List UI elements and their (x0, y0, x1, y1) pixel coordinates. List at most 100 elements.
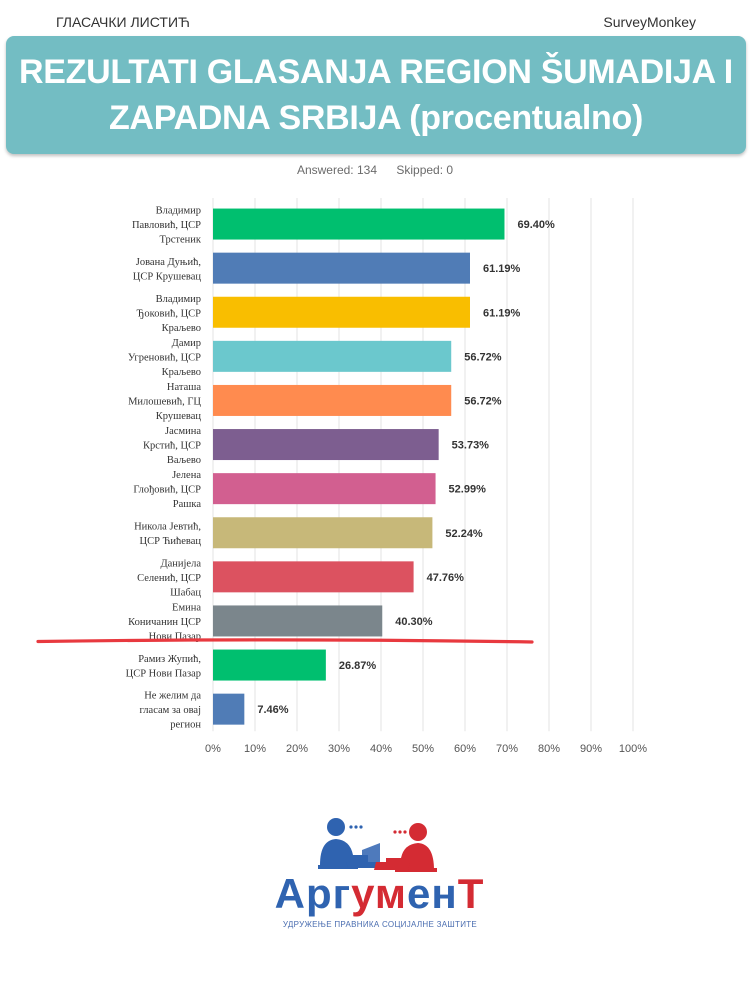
logo-word-part: Т (457, 870, 485, 917)
category-label-line: Емина (172, 602, 201, 613)
category-label-line: Данијела (160, 558, 201, 569)
category-label: Наташа Милошевић, ГЦ Крушевац (128, 382, 201, 422)
category-label-line: Милошевић, ГЦ (128, 396, 201, 407)
bar (213, 208, 505, 240)
category-label: Дамир Угреновић, ЦСР Краљево (128, 338, 201, 378)
category-label-line: ЦСР Нови Пазар (126, 668, 201, 679)
category-label-line: Ђоковић, ЦСР (137, 308, 202, 319)
category-label-line: Краљево (162, 367, 201, 378)
bar-value-label: 47.76% (427, 572, 465, 584)
category-label: Не желим да гласам за овај регион (140, 691, 202, 731)
category-label-line: Јована Дуњић, (136, 257, 201, 268)
category-label: Никола Јевтић, ЦСР Ћићевац (134, 522, 201, 548)
x-tick-label: 90% (580, 743, 602, 755)
category-label: Јелена Глођовић, ЦСР Рашка (133, 470, 201, 510)
category-label-line: регион (170, 720, 201, 731)
x-tick-label: 80% (538, 743, 560, 755)
bar (213, 340, 452, 372)
bar-value-label: 69.40% (517, 219, 555, 231)
category-label-line: ЦСР Крушевац (133, 271, 202, 282)
category-label-line: Ваљево (167, 455, 201, 466)
category-label: Владимир Ђоковић, ЦСР Краљево (137, 294, 202, 334)
bar (213, 649, 326, 681)
bar-value-label: 56.72% (464, 351, 502, 363)
bar (213, 384, 452, 416)
category-label-line: Рашка (173, 499, 202, 510)
category-label: Емина Коничанин ЦСР Нови Пазар (128, 602, 201, 642)
bar-value-label: 61.19% (483, 307, 521, 319)
x-tick-label: 70% (496, 743, 518, 755)
bar-value-label: 7.46% (257, 704, 288, 716)
category-label-line: ЦСР Ћићевац (140, 536, 202, 547)
logo-wordmark: АргуменТ (252, 870, 507, 918)
argument-logo-icon (318, 818, 437, 872)
category-label-line: Рамиз Жупић, (138, 654, 201, 665)
ballot-label: ГЛАСАЧКИ ЛИСТИЋ (56, 14, 190, 30)
x-tick-label: 20% (286, 743, 308, 755)
banner-title-line1: REZULTATI GLASANJA REGION ŠUMADIJA I (19, 53, 733, 91)
bar-value-label: 53.73% (452, 440, 490, 452)
category-label-line: Владимир (156, 206, 201, 217)
category-label-line: Владимир (156, 294, 201, 305)
x-tick-label: 10% (244, 743, 266, 755)
response-stats: Answered: 134 Skipped: 0 (0, 163, 750, 177)
category-label-line: Павловић, ЦСР (132, 220, 201, 231)
answered-count: Answered: 134 (296, 163, 377, 177)
banner-title: REZULTATI GLASANJA REGION ŠUMADIJA I ZAP… (7, 49, 745, 141)
bar (213, 473, 436, 505)
category-label-line: Никола Јевтић, (134, 522, 201, 533)
category-label-line: Краљево (162, 323, 201, 334)
category-label-line: Селенић, ЦСР (137, 573, 201, 584)
blue-person-icon (318, 818, 368, 869)
x-tick-label: 50% (412, 743, 434, 755)
skipped-count: Skipped: 0 (396, 163, 454, 177)
logo-word-part: Арг (274, 870, 352, 917)
category-label: Јасмина Крстић, ЦСР Ваљево (143, 426, 201, 466)
surveymonkey-label: SurveyMonkey (603, 14, 696, 30)
bar-value-label: 52.99% (449, 484, 487, 496)
bar-value-label: 26.87% (339, 660, 377, 672)
category-label-line: Коничанин ЦСР (128, 617, 201, 628)
bar (213, 429, 439, 461)
logo-word-part: ум (351, 870, 407, 917)
bar-value-label: 52.24% (445, 528, 483, 540)
bar (213, 252, 470, 284)
x-tick-label: 0% (205, 743, 221, 755)
category-label-line: Наташа (167, 382, 201, 393)
bar (213, 561, 414, 593)
category-label-line: Крушевац (156, 411, 202, 422)
top-bar: ГЛАСАЧКИ ЛИСТИЋ SurveyMonkey (0, 14, 750, 34)
category-label-line: Трстеник (159, 235, 201, 246)
category-label: Данијела Селенић, ЦСР Шабац (137, 558, 201, 598)
x-tick-label: 100% (619, 743, 647, 755)
logo-subtitle: УДРУЖЕЊЕ ПРАВНИКА СОЦИЈАЛНЕ ЗАШТИТЕ (282, 920, 478, 929)
results-bar-chart: 0% 10% 20% 30% 40% 50% 60% 70% 80% 90% 100% 69.40% В… (36, 198, 647, 755)
category-label-line: Угреновић, ЦСР (128, 352, 201, 363)
x-tick-label: 30% (328, 743, 350, 755)
bar-value-label: 61.19% (483, 263, 521, 275)
category-label-line: Јелена (172, 470, 201, 481)
category-label-line: Дамир (172, 338, 201, 349)
cutoff-line (36, 638, 534, 644)
banner-title-line2: ZAPADNA SRBIJA (procentualno) (108, 99, 644, 137)
bar-value-label: 56.72% (464, 395, 502, 407)
bar (213, 296, 470, 328)
x-tick-label: 40% (370, 743, 392, 755)
category-label-line: Нови Пазар (149, 631, 201, 642)
x-tick-label: 60% (454, 743, 476, 755)
category-label-line: Глођовић, ЦСР (133, 485, 201, 496)
category-label: Рамиз Жупић, ЦСР Нови Пазар (126, 654, 201, 680)
bar (213, 605, 383, 637)
category-label-line: Шабац (170, 587, 201, 598)
title-banner: REZULTATI GLASANJA REGION ŠUMADIJA I ZAP… (6, 36, 746, 154)
bar (213, 693, 245, 725)
bar (213, 517, 433, 549)
category-label-line: Крстић, ЦСР (143, 441, 201, 452)
bar-value-label: 40.30% (395, 616, 433, 628)
category-label-line: Не желим да (144, 691, 201, 702)
category-label-line: гласам за овај (140, 705, 202, 716)
logo-word-part: ен (406, 870, 458, 917)
category-label-line: Јасмина (165, 426, 201, 437)
category-label: Јована Дуњић, ЦСР Крушевац (133, 257, 202, 283)
category-label: Владимир Павловић, ЦСР Трстеник (132, 206, 202, 246)
